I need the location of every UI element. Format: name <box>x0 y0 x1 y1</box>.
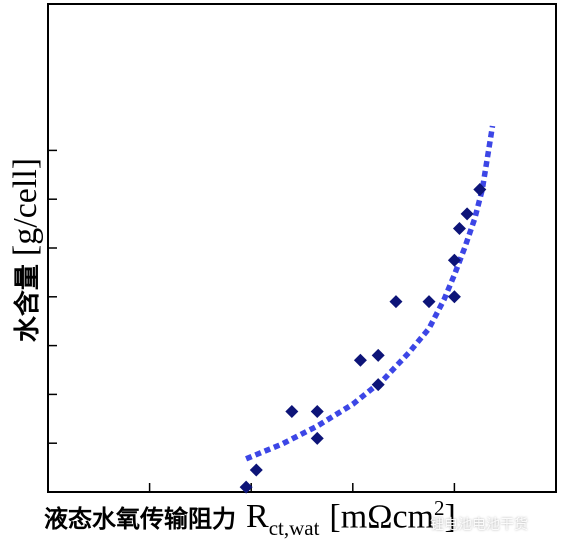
x-axis-unit-close: ] <box>444 498 456 536</box>
data-point <box>452 221 466 235</box>
x-axis-label-unit: [mΩcm2] <box>329 496 455 536</box>
data-point <box>389 295 403 309</box>
data-point <box>447 253 461 267</box>
axes <box>47 3 557 493</box>
y-axis-label-wrap: 水含量 [g/cell] <box>2 40 50 460</box>
data-point <box>447 290 461 304</box>
data-point <box>239 480 253 494</box>
x-axis-unit-sup: 2 <box>434 496 445 520</box>
data-point <box>310 404 324 418</box>
data-point <box>473 182 487 196</box>
y-axis-label: 水含量 [g/cell] <box>7 158 45 342</box>
y-axis-label-unit: [g/cell] <box>7 157 44 257</box>
y-axis-label-cn: 水含量 <box>13 264 43 343</box>
data-point <box>371 378 385 392</box>
data-point <box>371 348 385 362</box>
data-point <box>285 404 299 418</box>
data-point <box>249 463 263 477</box>
x-axis-unit-open: [mΩcm <box>329 498 434 536</box>
data-point <box>460 207 474 221</box>
x-axis-label: 液态水氧传输阻力 Rct,wat [mΩcm2] <box>44 496 456 541</box>
x-axis-symbol: R <box>246 498 269 536</box>
plot-frame <box>47 3 557 493</box>
watermark: 锂电池电池干货 <box>430 517 528 533</box>
data-point <box>422 295 436 309</box>
x-axis-label-cn: 液态水氧传输阻力 <box>44 505 236 534</box>
data-point <box>310 431 324 445</box>
x-axis-subscript: ct,wat <box>268 516 320 541</box>
data-point <box>353 353 367 367</box>
x-axis-label-symbol: Rct,wat <box>246 498 319 541</box>
scatter-points <box>239 182 487 494</box>
